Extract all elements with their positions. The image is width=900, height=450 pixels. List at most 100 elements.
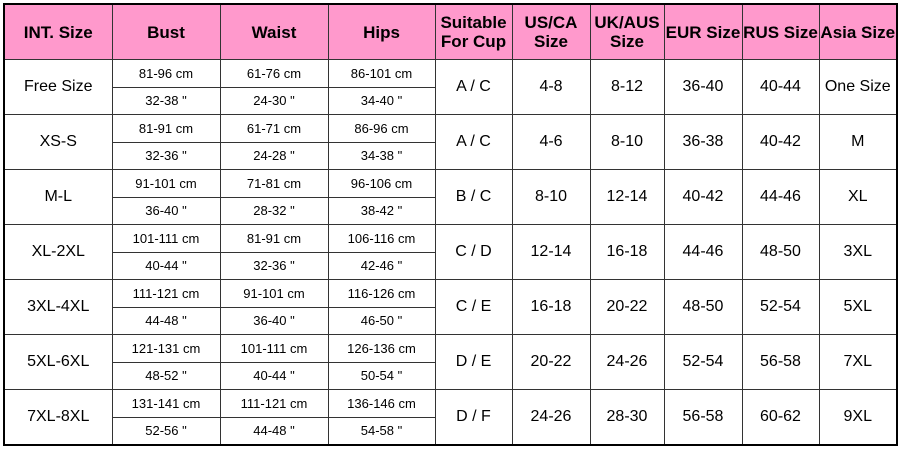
- header-row: INT. Size Bust Waist Hips Suitable For Cup US…: [3, 3, 898, 60]
- size-chart-table: INT. Size Bust Waist Hips Suitable For Cup US…: [3, 3, 898, 446]
- hips-cm-cell: 106-116 cm: [327, 224, 436, 253]
- int-size-cell: M-L: [3, 169, 113, 225]
- rus-cell: 40-44: [741, 59, 820, 115]
- cup-cell: B / C: [434, 169, 513, 225]
- uk-aus-cell: 28-30: [589, 389, 665, 446]
- us-ca-cell: 16-18: [511, 279, 591, 335]
- header-cup: Suitable For Cup: [434, 3, 513, 60]
- int-size-cell: Free Size: [3, 59, 113, 115]
- asia-cell: XL: [818, 169, 898, 225]
- bust-in-cell: 52-56 ": [111, 416, 221, 446]
- waist-cm-cell: 111-121 cm: [219, 389, 329, 418]
- waist-in-cell: 44-48 ": [219, 416, 329, 446]
- int-size-cell: 5XL-6XL: [3, 334, 113, 390]
- table-row: XL-2XL 101-111 cm 81-91 cm 106-116 cm C / D 1…: [3, 224, 898, 280]
- uk-aus-cell: 12-14: [589, 169, 665, 225]
- table-row-inches: 40-44 " 32-36 " 42-46 ": [4, 251, 897, 280]
- uk-aus-cell: 20-22: [589, 279, 665, 335]
- int-size-cell: 7XL-8XL: [3, 389, 113, 446]
- bust-cm-cell: 101-111 cm: [111, 224, 221, 253]
- waist-cm-cell: 91-101 cm: [219, 279, 329, 308]
- waist-in-cell: 24-28 ": [219, 141, 329, 170]
- bust-in-cell: 40-44 ": [111, 251, 221, 280]
- bust-cm-cell: 81-91 cm: [111, 114, 221, 143]
- eur-cell: 56-58: [663, 389, 743, 446]
- us-ca-cell: 4-6: [511, 114, 591, 170]
- cup-cell: D / F: [434, 389, 513, 446]
- waist-cm-cell: 81-91 cm: [219, 224, 329, 253]
- us-ca-cell: 4-8: [511, 59, 591, 115]
- table-row: 3XL-4XL 111-121 cm 91-101 cm 116-126 cm C / …: [3, 279, 898, 335]
- bust-in-cell: 32-36 ": [111, 141, 221, 170]
- table-row-inches: 48-52 " 40-44 " 50-54 ": [4, 361, 897, 390]
- int-size-cell: XL-2XL: [3, 224, 113, 280]
- bust-in-cell: 36-40 ": [111, 196, 221, 225]
- cup-cell: C / E: [434, 279, 513, 335]
- hips-cm-cell: 136-146 cm: [327, 389, 436, 418]
- table-row-inches: 32-38 " 24-30 " 34-40 ": [4, 86, 897, 115]
- rus-cell: 40-42: [741, 114, 820, 170]
- header-bust: Bust: [111, 3, 221, 60]
- bust-cm-cell: 111-121 cm: [111, 279, 221, 308]
- uk-aus-cell: 8-10: [589, 114, 665, 170]
- cup-cell: C / D: [434, 224, 513, 280]
- waist-in-cell: 24-30 ": [219, 86, 329, 115]
- hips-cm-cell: 126-136 cm: [327, 334, 436, 363]
- header-hips: Hips: [327, 3, 436, 60]
- cup-cell: A / C: [434, 114, 513, 170]
- eur-cell: 36-38: [663, 114, 743, 170]
- waist-in-cell: 28-32 ": [219, 196, 329, 225]
- table-row-inches: 44-48 " 36-40 " 46-50 ": [4, 306, 897, 335]
- header-waist: Waist: [219, 3, 329, 60]
- bust-in-cell: 48-52 ": [111, 361, 221, 390]
- hips-cm-cell: 116-126 cm: [327, 279, 436, 308]
- rus-cell: 60-62: [741, 389, 820, 446]
- asia-cell: 9XL: [818, 389, 898, 446]
- bust-cm-cell: 81-96 cm: [111, 59, 221, 88]
- cup-cell: A / C: [434, 59, 513, 115]
- rus-cell: 56-58: [741, 334, 820, 390]
- us-ca-cell: 8-10: [511, 169, 591, 225]
- uk-aus-cell: 8-12: [589, 59, 665, 115]
- asia-cell: M: [818, 114, 898, 170]
- asia-cell: One Size: [818, 59, 898, 115]
- eur-cell: 40-42: [663, 169, 743, 225]
- waist-in-cell: 40-44 ": [219, 361, 329, 390]
- asia-cell: 3XL: [818, 224, 898, 280]
- eur-cell: 52-54: [663, 334, 743, 390]
- hips-in-cell: 34-38 ": [327, 141, 436, 170]
- waist-in-cell: 32-36 ": [219, 251, 329, 280]
- waist-cm-cell: 71-81 cm: [219, 169, 329, 198]
- table-row: XS-S 81-91 cm 61-71 cm 86-96 cm A / C 4-6 8-10…: [3, 114, 898, 170]
- waist-cm-cell: 61-76 cm: [219, 59, 329, 88]
- asia-cell: 5XL: [818, 279, 898, 335]
- header-rus: RUS Size: [741, 3, 820, 60]
- header-uk-aus: UK/AUS Size: [589, 3, 665, 60]
- uk-aus-cell: 16-18: [589, 224, 665, 280]
- bust-in-cell: 44-48 ": [111, 306, 221, 335]
- eur-cell: 44-46: [663, 224, 743, 280]
- eur-cell: 48-50: [663, 279, 743, 335]
- header-eur: EUR Size: [663, 3, 743, 60]
- waist-cm-cell: 61-71 cm: [219, 114, 329, 143]
- table-row-inches: 32-36 " 24-28 " 34-38 ": [4, 141, 897, 170]
- header-asia: Asia Size: [818, 3, 898, 60]
- hips-cm-cell: 96-106 cm: [327, 169, 436, 198]
- hips-cm-cell: 86-96 cm: [327, 114, 436, 143]
- hips-in-cell: 34-40 ": [327, 86, 436, 115]
- int-size-cell: XS-S: [3, 114, 113, 170]
- uk-aus-cell: 24-26: [589, 334, 665, 390]
- table-row: M-L 91-101 cm 71-81 cm 96-106 cm B / C 8-10 12…: [3, 169, 898, 225]
- hips-in-cell: 54-58 ": [327, 416, 436, 446]
- bust-in-cell: 32-38 ": [111, 86, 221, 115]
- eur-cell: 36-40: [663, 59, 743, 115]
- waist-cm-cell: 101-111 cm: [219, 334, 329, 363]
- asia-cell: 7XL: [818, 334, 898, 390]
- hips-in-cell: 50-54 ": [327, 361, 436, 390]
- header-us-ca: US/CA Size: [511, 3, 591, 60]
- table-row: 7XL-8XL 131-141 cm 111-121 cm 136-146 cm D /…: [3, 389, 898, 446]
- bust-cm-cell: 131-141 cm: [111, 389, 221, 418]
- bust-cm-cell: 121-131 cm: [111, 334, 221, 363]
- hips-in-cell: 46-50 ": [327, 306, 436, 335]
